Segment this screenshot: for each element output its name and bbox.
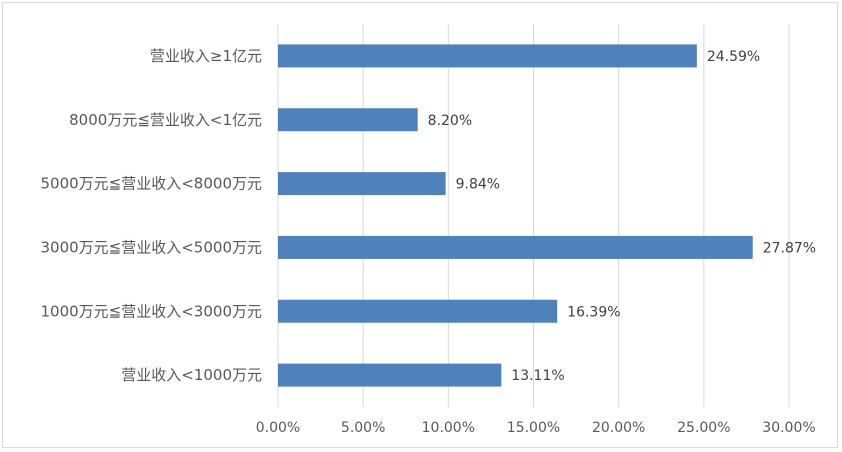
category-label: 营业收入<1000万元 <box>121 366 262 384</box>
data-label: 9.84% <box>456 177 500 193</box>
category-label: 营业收入≥1亿元 <box>150 47 262 65</box>
x-tick-label: 10.00% <box>422 420 475 436</box>
x-tick-label: 20.00% <box>592 420 645 436</box>
bar <box>278 44 697 68</box>
category-label: 5000万元≦营业收入<8000万元 <box>41 175 263 193</box>
data-label: 13.11% <box>511 368 564 384</box>
category-label: 1000万元≦营业收入<3000万元 <box>41 302 263 320</box>
bars <box>278 44 753 387</box>
data-label: 24.59% <box>707 49 760 65</box>
x-tick-labels: 0.00% 5.00% 10.00% 15.00% 20.00% 25.00% 30.00% <box>256 420 816 436</box>
x-tick-label: 30.00% <box>762 420 815 436</box>
data-labels: 24.59% 8.20% 9.84% 27.87% 16.39% 13.11% <box>428 49 816 384</box>
data-label: 27.87% <box>763 240 816 256</box>
bar <box>278 363 502 387</box>
x-tick-label: 5.00% <box>341 420 385 436</box>
bar <box>278 108 418 132</box>
category-label: 3000万元≦营业收入<5000万元 <box>41 238 263 256</box>
x-tick-label: 25.00% <box>677 420 730 436</box>
bar <box>278 172 446 196</box>
bar <box>278 235 753 259</box>
gridlines <box>277 24 790 407</box>
bar <box>278 299 558 323</box>
data-label: 16.39% <box>567 304 620 320</box>
x-tick-label: 0.00% <box>256 420 300 436</box>
data-label: 8.20% <box>428 113 472 129</box>
x-tick-label: 15.00% <box>507 420 560 436</box>
category-label: 8000万元≦营业收入<1亿元 <box>69 111 262 129</box>
category-labels: 营业收入≥1亿元 8000万元≦营业收入<1亿元 5000万元≦营业收入<8000万… <box>41 47 263 384</box>
